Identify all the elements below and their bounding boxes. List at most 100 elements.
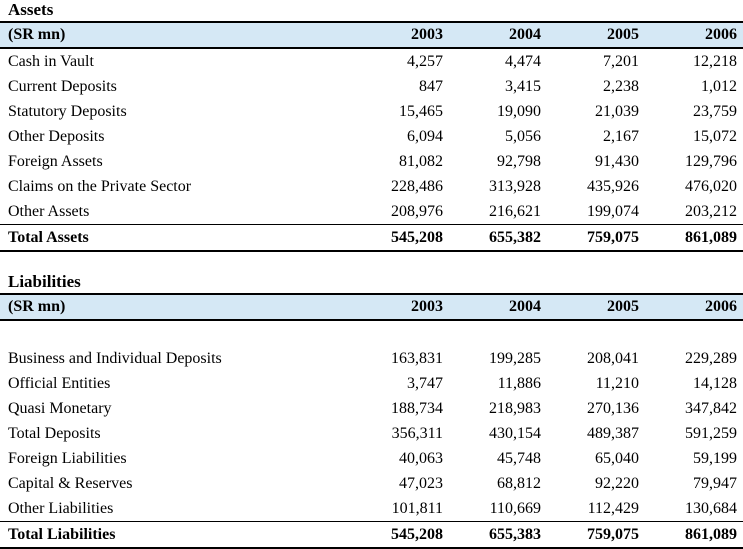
value-cell: 435,926 [587, 177, 639, 195]
value-cell: 130,684 [685, 499, 737, 517]
year-header-cell: 2003 [351, 293, 449, 321]
total-value-cell: 861,089 [645, 521, 743, 549]
value-cell: 7,201 [603, 52, 639, 70]
row-label-cell: Capital & Reserves [8, 474, 133, 492]
table-row: Foreign Assets 81,082 92,798 91,430 129,796 [0, 149, 743, 174]
table-row: Other Deposits 6,094 5,056 2,167 15,072 [0, 124, 743, 149]
value-cell: 313,928 [489, 177, 541, 195]
value-cell: 11,886 [497, 374, 541, 392]
row-label-cell: Total Deposits [8, 424, 101, 442]
value-cell: 2,238 [603, 77, 639, 95]
header-row: (SR mn) 2003 2004 2005 2006 [0, 293, 743, 321]
table-row: Other Assets 208,976 216,621 199,074 203,212 [0, 199, 743, 225]
header-row: (SR mn) 2003 2004 2005 2006 [0, 21, 743, 49]
blank-row [0, 320, 743, 346]
row-label-cell: Current Deposits [8, 77, 117, 95]
value-cell: 79,947 [693, 474, 737, 492]
value-cell: 40,063 [399, 449, 443, 467]
row-label-cell: Other Deposits [8, 127, 105, 145]
year-header-cell: 2004 [449, 21, 547, 49]
value-cell: 12,218 [693, 52, 737, 70]
value-cell: 347,842 [685, 399, 737, 417]
table-body: Cash in Vault 4,257 4,474 7,201 12,218 Curren… [0, 48, 743, 252]
value-cell: 270,136 [587, 399, 639, 417]
value-cell: 3,415 [505, 77, 541, 95]
value-cell: 112,429 [587, 499, 639, 517]
value-cell: 591,259 [685, 424, 737, 442]
value-cell: 203,212 [685, 202, 737, 220]
value-cell: 59,199 [693, 449, 737, 467]
value-cell: 21,039 [595, 102, 639, 120]
value-cell: 2,167 [603, 127, 639, 145]
table-row: Other Liabilities 101,811 110,669 112,429 13… [0, 496, 743, 522]
value-cell: 4,257 [407, 52, 443, 70]
table-row: Capital & Reserves 47,023 68,812 92,220 79,9… [0, 471, 743, 496]
table-row: Claims on the Private Sector 228,486 313,9… [0, 174, 743, 199]
value-cell: 101,811 [391, 499, 443, 517]
financial-table: (SR mn) 2003 2004 2005 2006 Cash in Vault 4,2… [0, 21, 743, 252]
assets-section: Assets (SR mn) 2003 2004 2005 2006 Cash in V… [0, 1, 743, 252]
year-header-cell: 2005 [547, 21, 645, 49]
total-value-cell: 655,382 [449, 224, 547, 252]
value-cell: 19,090 [497, 102, 541, 120]
value-cell: 476,020 [685, 177, 737, 195]
table-row: Business and Individual Deposits 163,831 1… [0, 346, 743, 371]
table-row: Current Deposits 847 3,415 2,238 1,012 [0, 74, 743, 99]
value-cell: 14,128 [693, 374, 737, 392]
table-row: Foreign Liabilities 40,063 45,748 65,040 59,… [0, 446, 743, 471]
value-cell: 5,056 [505, 127, 541, 145]
row-label-cell: Foreign Assets [8, 152, 103, 170]
row-label-cell: Other Assets [8, 202, 90, 220]
value-cell: 218,983 [489, 399, 541, 417]
value-cell: 11,210 [595, 374, 639, 392]
value-cell: 68,812 [497, 474, 541, 492]
value-cell: 47,023 [399, 474, 443, 492]
value-cell: 65,040 [595, 449, 639, 467]
value-cell: 92,220 [595, 474, 639, 492]
section-title: Liabilities [8, 272, 81, 291]
value-cell: 188,734 [391, 399, 443, 417]
section-title: Assets [8, 0, 54, 19]
value-cell: 208,041 [587, 349, 639, 367]
value-cell: 430,154 [489, 424, 541, 442]
value-cell: 3,747 [407, 374, 443, 392]
total-label-cell: Total Assets [0, 224, 351, 252]
table-row: Cash in Vault 4,257 4,474 7,201 12,218 [0, 48, 743, 74]
total-value-cell: 545,208 [351, 521, 449, 549]
value-cell: 4,474 [505, 52, 541, 70]
row-label-cell: Claims on the Private Sector [8, 177, 192, 195]
table-row: Quasi Monetary 188,734 218,983 270,136 347,8… [0, 396, 743, 421]
value-cell: 81,082 [399, 152, 443, 170]
value-cell: 199,285 [489, 349, 541, 367]
value-cell: 45,748 [497, 449, 541, 467]
value-cell: 228,486 [391, 177, 443, 195]
total-row: Total Liabilities 545,208 655,383 759,075 86… [0, 521, 743, 549]
value-cell: 1,012 [701, 77, 737, 95]
year-header-cell: 2003 [351, 21, 449, 49]
total-label-cell: Total Liabilities [0, 521, 351, 549]
row-label-cell: Foreign Liabilities [8, 449, 127, 467]
table-row: Total Deposits 356,311 430,154 489,387 591,2… [0, 421, 743, 446]
value-cell: 129,796 [685, 152, 737, 170]
blank-cell [0, 320, 743, 346]
row-label-cell: Official Entities [8, 374, 111, 392]
row-label-cell: Quasi Monetary [8, 399, 112, 417]
value-cell: 356,311 [391, 424, 443, 442]
liabilities-section: Liabilities (SR mn) 2003 2004 2005 2006 Busi… [0, 273, 743, 549]
value-cell: 229,289 [685, 349, 737, 367]
total-row: Total Assets 545,208 655,382 759,075 861,089 [0, 224, 743, 252]
value-cell: 489,387 [587, 424, 639, 442]
year-header-cell: 2006 [645, 293, 743, 321]
total-value-cell: 545,208 [351, 224, 449, 252]
row-label-cell: Other Liabilities [8, 499, 114, 517]
total-value-cell: 759,075 [547, 521, 645, 549]
value-cell: 6,094 [407, 127, 443, 145]
year-header-cell: 2006 [645, 21, 743, 49]
value-cell: 23,759 [693, 102, 737, 120]
table-row: Official Entities 3,747 11,886 11,210 14,128 [0, 371, 743, 396]
value-cell: 163,831 [391, 349, 443, 367]
value-cell: 216,621 [489, 202, 541, 220]
financial-table: (SR mn) 2003 2004 2005 2006 Business and Ind… [0, 293, 743, 549]
value-cell: 91,430 [595, 152, 639, 170]
